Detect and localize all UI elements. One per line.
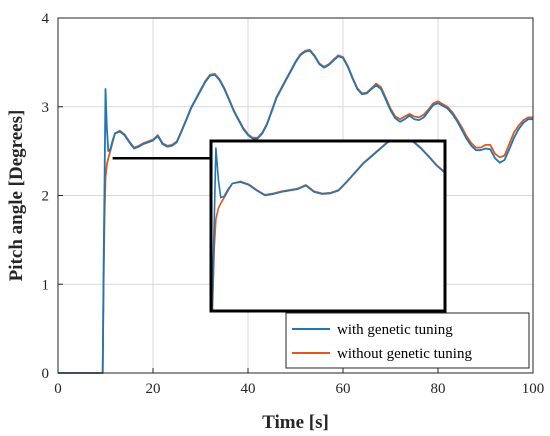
x-tick-label: 80 <box>431 381 446 397</box>
y-tick-label: 0 <box>42 366 50 382</box>
y-tick-label: 1 <box>42 277 50 293</box>
legend: with genetic tuning without genetic tunin… <box>285 312 530 369</box>
y-tick-label: 3 <box>42 100 50 116</box>
legend-label: with genetic tuning <box>337 322 453 338</box>
zoom-inset <box>112 139 447 313</box>
legend-box <box>285 312 530 369</box>
x-tick-label: 20 <box>146 381 161 397</box>
series-lines <box>58 49 533 374</box>
inset-series-line-with <box>211 141 445 311</box>
inset-frame <box>209 139 447 313</box>
y-axis-label: Pitch angle [Degrees] <box>6 110 27 282</box>
legend-label: without genetic tuning <box>337 346 472 362</box>
inset-background <box>211 141 445 311</box>
y-tick-label: 4 <box>42 11 50 27</box>
x-tick-label: 60 <box>336 381 351 397</box>
x-tick-label: 0 <box>54 381 62 397</box>
inset-series <box>211 141 445 311</box>
x-axis-label: Time [s] <box>262 412 329 433</box>
x-tick-labels: 0 20 40 60 80 100 <box>54 368 544 397</box>
x-tick-label: 100 <box>522 381 545 397</box>
plot-frame <box>57 17 534 374</box>
y-tick-label: 2 <box>42 189 50 205</box>
series-line-with <box>58 49 533 374</box>
x-tick-label: 40 <box>241 381 256 397</box>
